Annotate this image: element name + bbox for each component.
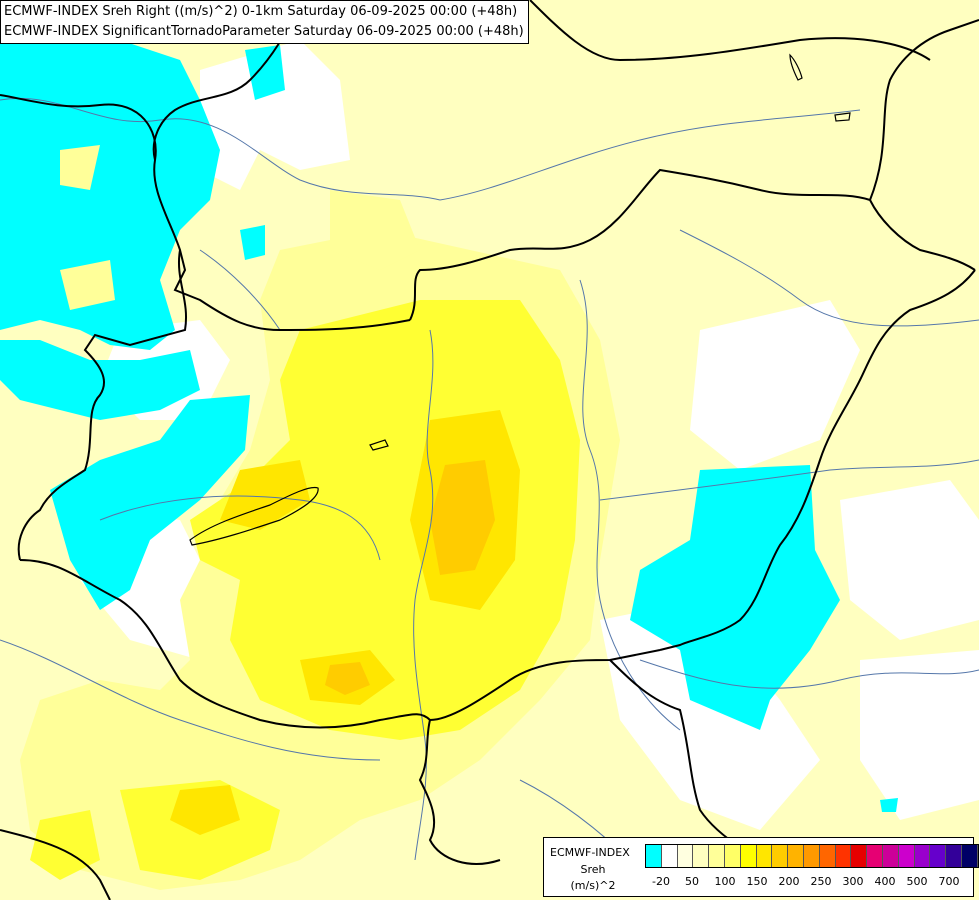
legend-tick-label: 200 <box>778 875 800 888</box>
legend-model-label: ECMWF-INDEX <box>550 846 630 859</box>
legend-tick-label: 400 <box>874 875 896 888</box>
legend-swatch <box>756 845 773 867</box>
legend-swatch <box>788 845 804 867</box>
title-line-1: ECMWF-INDEX Sreh Right ((m/s)^2) 0-1km S… <box>4 4 518 19</box>
title-line-2: ECMWF-INDEX SignificantTornadoParameter … <box>4 24 524 39</box>
legend-swatch <box>835 845 852 867</box>
legend-swatch <box>898 845 915 867</box>
legend-swatch <box>961 845 978 867</box>
legend-tick-label: 500 <box>906 875 928 888</box>
lake-small <box>369 439 389 451</box>
color-legend: ECMWF-INDEX Sreh (m/s)^2 -20 50 100 150 200 2… <box>543 837 979 897</box>
legend-swatch <box>740 845 757 867</box>
legend-swatch <box>946 845 962 867</box>
legend-tick-label: 100 <box>714 875 736 888</box>
field-orange <box>325 460 495 695</box>
legend-tick-label: -20 <box>652 875 670 888</box>
legend-tick-label: 700 <box>938 875 960 888</box>
lake-north <box>789 53 803 81</box>
legend-swatch <box>709 845 725 867</box>
legend-swatch <box>914 845 931 867</box>
legend-tick-label: 250 <box>810 875 832 888</box>
legend-tick-label: 50 <box>685 875 699 888</box>
legend-tick-label: 150 <box>746 875 768 888</box>
legend-color-bar <box>645 844 979 868</box>
field-yellow <box>30 300 580 880</box>
legend-swatch <box>646 845 662 867</box>
legend-swatch <box>851 845 868 867</box>
legend-swatch <box>882 845 899 867</box>
legend-swatch <box>693 845 710 867</box>
legend-swatch <box>819 845 836 867</box>
legend-unit-label: (m/s)^2 <box>570 879 616 892</box>
legend-tick-label: 300 <box>842 875 864 888</box>
legend-swatch <box>803 845 820 867</box>
map-title-box: ECMWF-INDEX Sreh Right ((m/s)^2) 0-1km S… <box>0 0 529 44</box>
lake-north-2 <box>834 112 851 122</box>
lake-balaton <box>189 486 319 546</box>
legend-param-label: Sreh <box>580 863 606 876</box>
legend-swatch <box>677 845 694 867</box>
legend-swatch <box>867 845 883 867</box>
legend-swatch <box>724 845 741 867</box>
lakes <box>189 53 851 546</box>
legend-swatch <box>772 845 789 867</box>
legend-swatch <box>930 845 947 867</box>
legend-swatch <box>661 845 678 867</box>
